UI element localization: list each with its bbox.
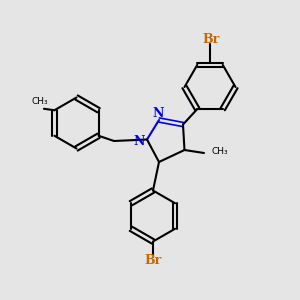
Text: N: N bbox=[134, 135, 145, 148]
Text: N: N bbox=[153, 107, 164, 120]
Text: CH₃: CH₃ bbox=[31, 97, 48, 106]
Text: CH₃: CH₃ bbox=[212, 147, 228, 156]
Text: Br: Br bbox=[202, 33, 219, 46]
Text: Br: Br bbox=[144, 254, 162, 267]
